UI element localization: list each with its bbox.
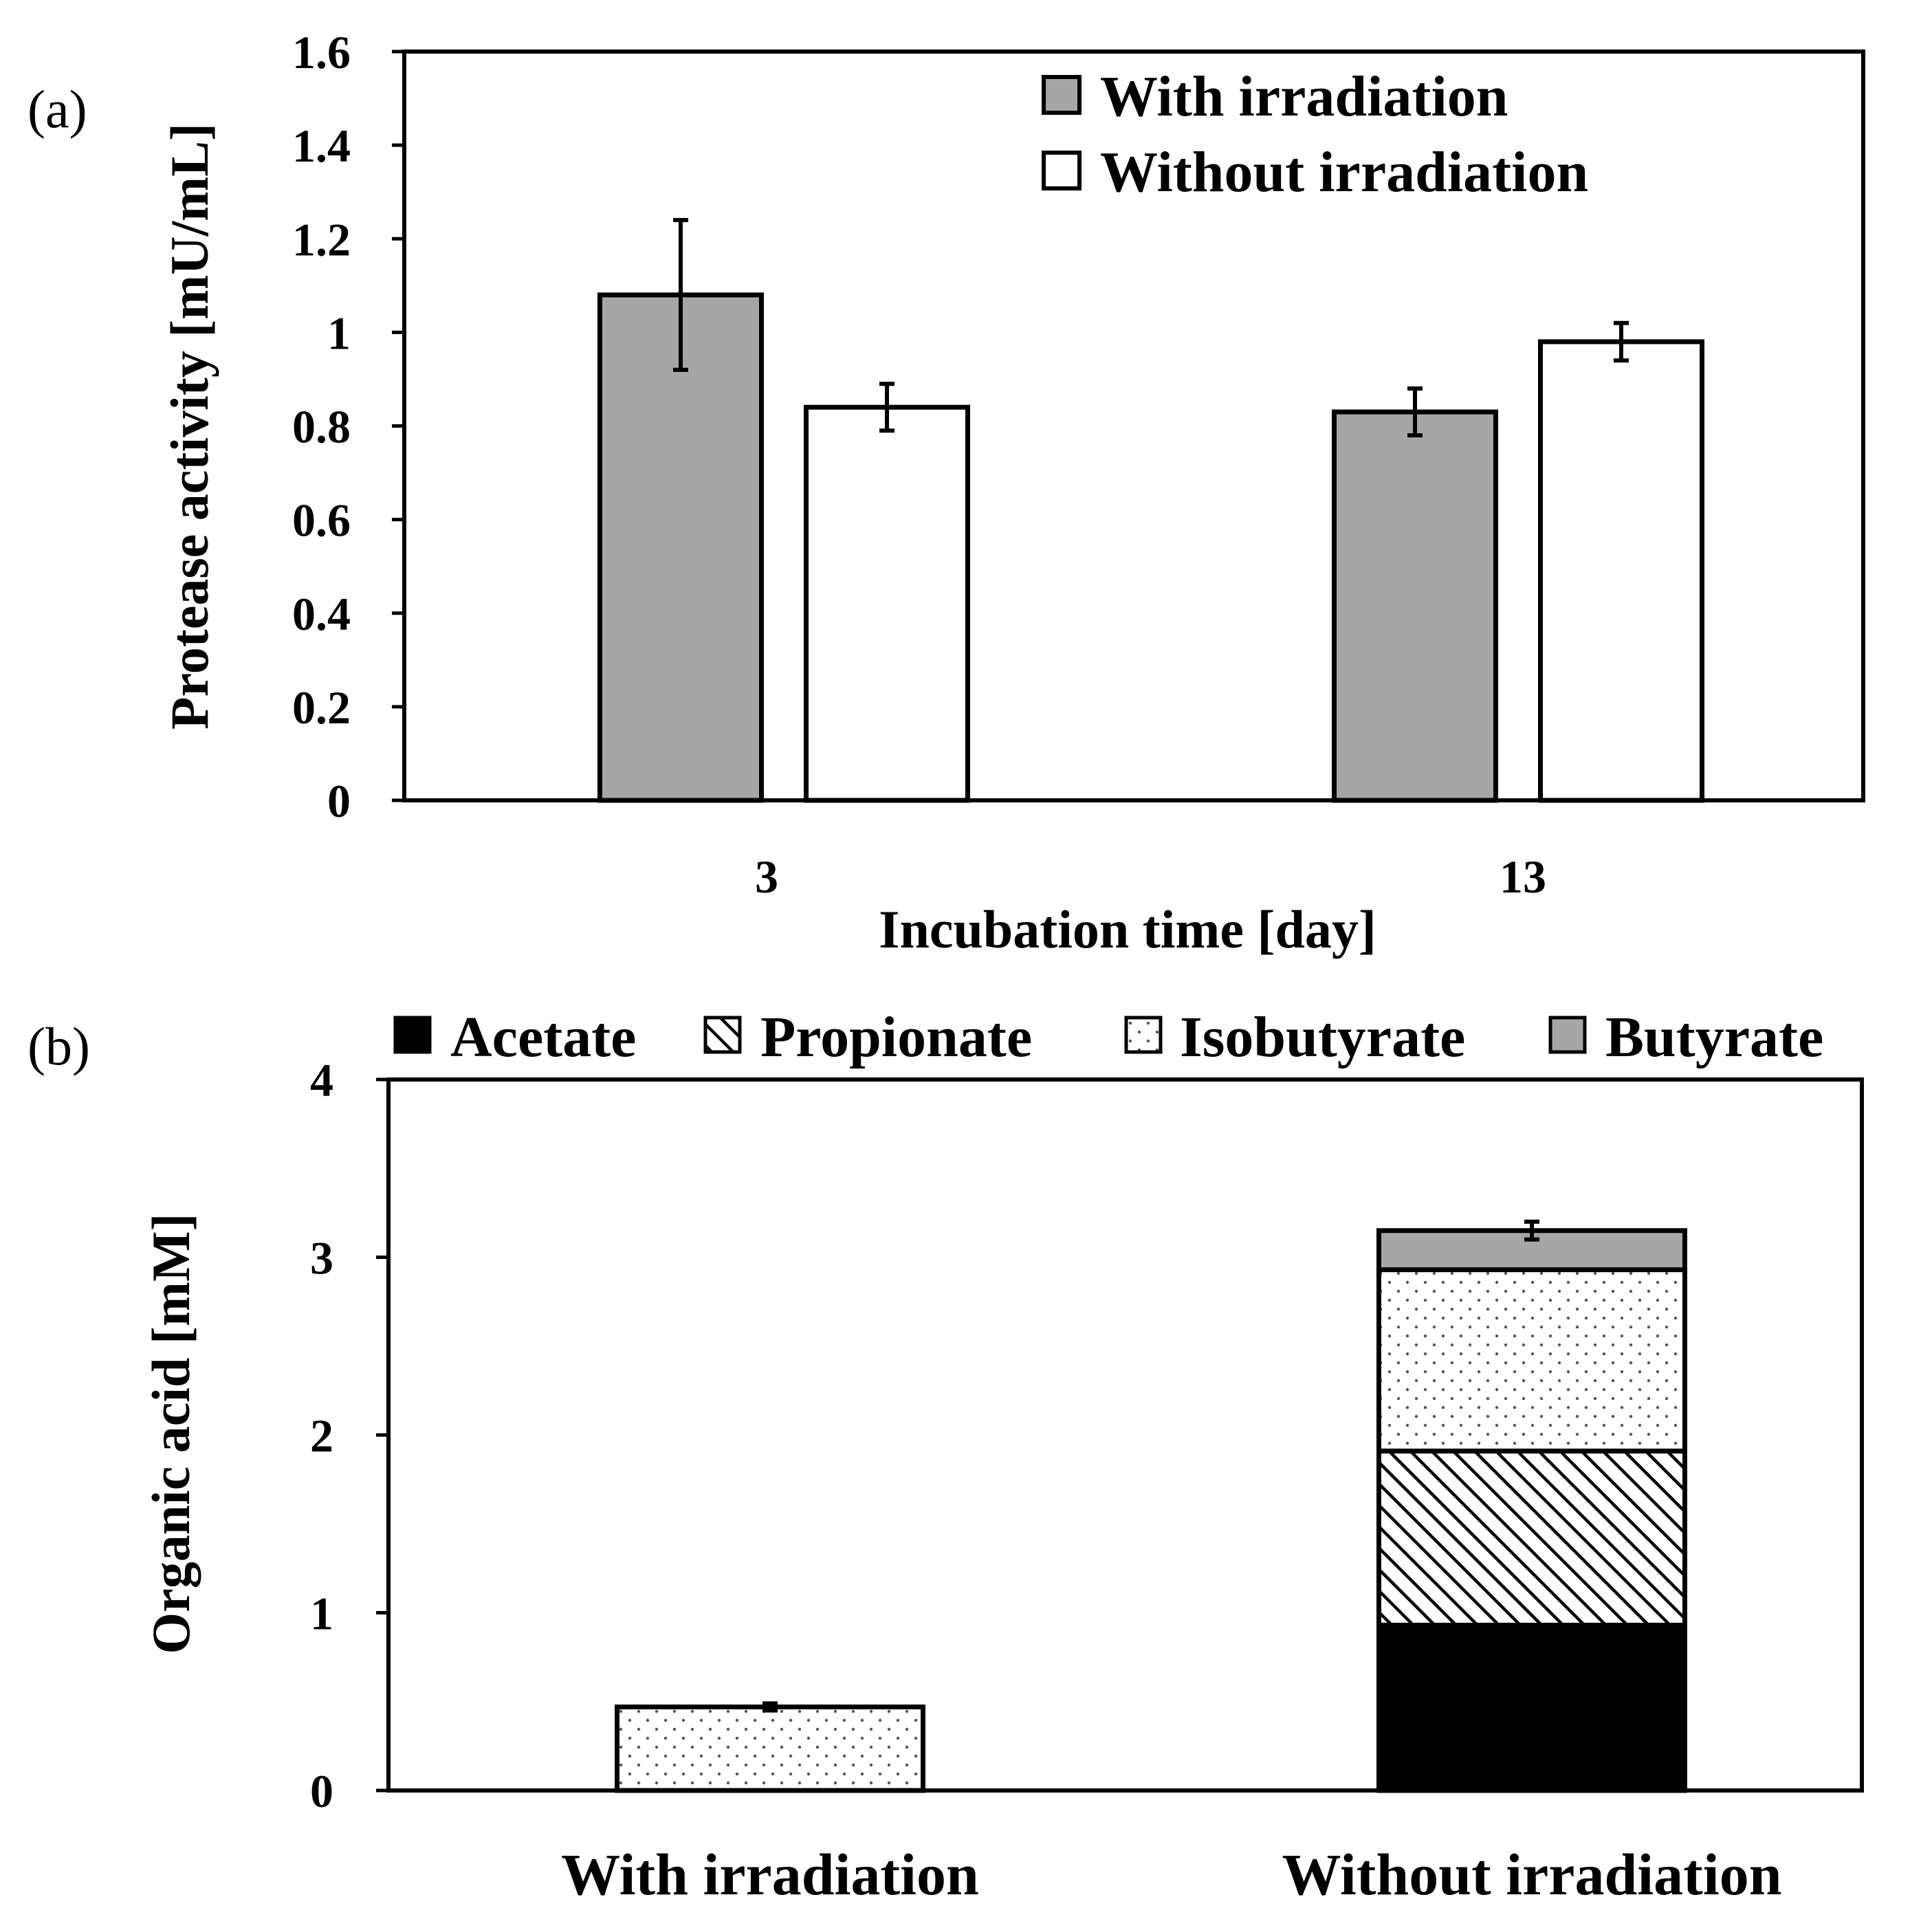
bar-without-irradiation-day-3 — [804, 404, 970, 803]
y-tick-label: 0 — [310, 1765, 333, 1817]
legend-label-isobutyrate: Isobutyrate — [1180, 1005, 1465, 1069]
panel-a-legend: With irradiation Without irradiation — [1042, 65, 1588, 204]
legend-label-butyrate: Butyrate — [1605, 1005, 1823, 1069]
y-tick-label: 1.2 — [292, 213, 351, 265]
bar-with-irradiation-day-13 — [1332, 409, 1498, 803]
y-tick-label: 0.2 — [292, 681, 351, 734]
panel-a-x-axis-title: Incubation time [day] — [879, 899, 1376, 959]
y-tick-label: 3 — [310, 1232, 333, 1284]
panel-b-label: (b) — [28, 1016, 90, 1076]
panel-a-y-ticks: 0 0.2 0.4 0.6 0.8 1 1.2 1.4 1.6 — [292, 26, 404, 827]
x-category-label: Without irradiation — [1282, 1841, 1781, 1907]
bar-segment-isobutyrate-with-irradiation — [615, 1705, 925, 1793]
x-tick-label: 3 — [755, 851, 778, 903]
panel-a-protease-chart: (a) 0 0.2 0.4 0.6 0.8 1 1.2 1.4 1.6 3 13 Incubati… — [28, 26, 1865, 959]
bar-without-irradiation-day-13 — [1538, 339, 1704, 803]
panel-b-y-ticks: 0 1 2 3 4 — [310, 1054, 388, 1817]
legend-swatch-with-irradiation — [1042, 75, 1082, 115]
legend-swatch-without-irradiation — [1042, 151, 1082, 190]
legend-label-propionate: Propionate — [760, 1005, 1032, 1069]
y-tick-label: 1 — [310, 1588, 333, 1640]
panel-b-legend: Acetate Propionate Isobutyrate Butyrate — [393, 1005, 1823, 1069]
x-tick-label: 13 — [1500, 851, 1546, 903]
panel-b-bars — [615, 1228, 1687, 1793]
y-tick-label: 0.6 — [292, 494, 351, 547]
panel-b-x-ticks: With irradiation Without irradiation — [561, 1841, 1781, 1907]
legend-swatch-butyrate — [1548, 1016, 1587, 1054]
bar-segment-acetate-without-irradiation — [1376, 1623, 1687, 1793]
panel-a-x-ticks: 3 13 — [755, 851, 1546, 903]
panel-a-error-bars — [673, 218, 1629, 438]
panel-b-organic-acid-chart: (b) Acetate Propionate Isobutyrate Butyr… — [28, 1005, 1864, 1907]
y-tick-label: 0.8 — [292, 401, 351, 453]
bar-with-irradiation-day-3 — [597, 292, 764, 803]
y-tick-label: 2 — [310, 1410, 333, 1462]
bar-segment-isobutyrate-without-irradiation — [1376, 1267, 1687, 1454]
legend-label-with-irradiation: With irradiation — [1100, 65, 1508, 129]
legend-swatch-propionate — [703, 1016, 742, 1054]
legend-swatch-acetate — [393, 1016, 432, 1054]
panel-b-y-axis-title: Organic acid [mM] — [141, 1213, 201, 1654]
bar-segment-butyrate-without-irradiation — [1376, 1228, 1687, 1273]
panel-b-error-bars — [762, 1219, 1539, 1713]
y-tick-label: 1.4 — [292, 120, 351, 172]
y-tick-label: 1 — [327, 307, 351, 359]
y-tick-label: 0 — [327, 775, 351, 827]
panel-a-y-axis-title: Protease activity [mU/mL] — [160, 123, 219, 730]
y-tick-label: 0.4 — [292, 588, 351, 640]
y-tick-label: 4 — [310, 1054, 333, 1106]
legend-swatch-isobutyrate — [1124, 1016, 1163, 1054]
y-tick-label: 1.6 — [292, 26, 351, 78]
legend-label-acetate: Acetate — [450, 1005, 636, 1069]
panel-a-bars — [597, 292, 1704, 803]
bar-segment-propionate-without-irradiation — [1376, 1448, 1687, 1628]
legend-label-without-irradiation: Without irradiation — [1100, 140, 1588, 204]
panel-a-label: (a) — [28, 79, 87, 139]
x-category-label: With irradiation — [561, 1841, 979, 1907]
